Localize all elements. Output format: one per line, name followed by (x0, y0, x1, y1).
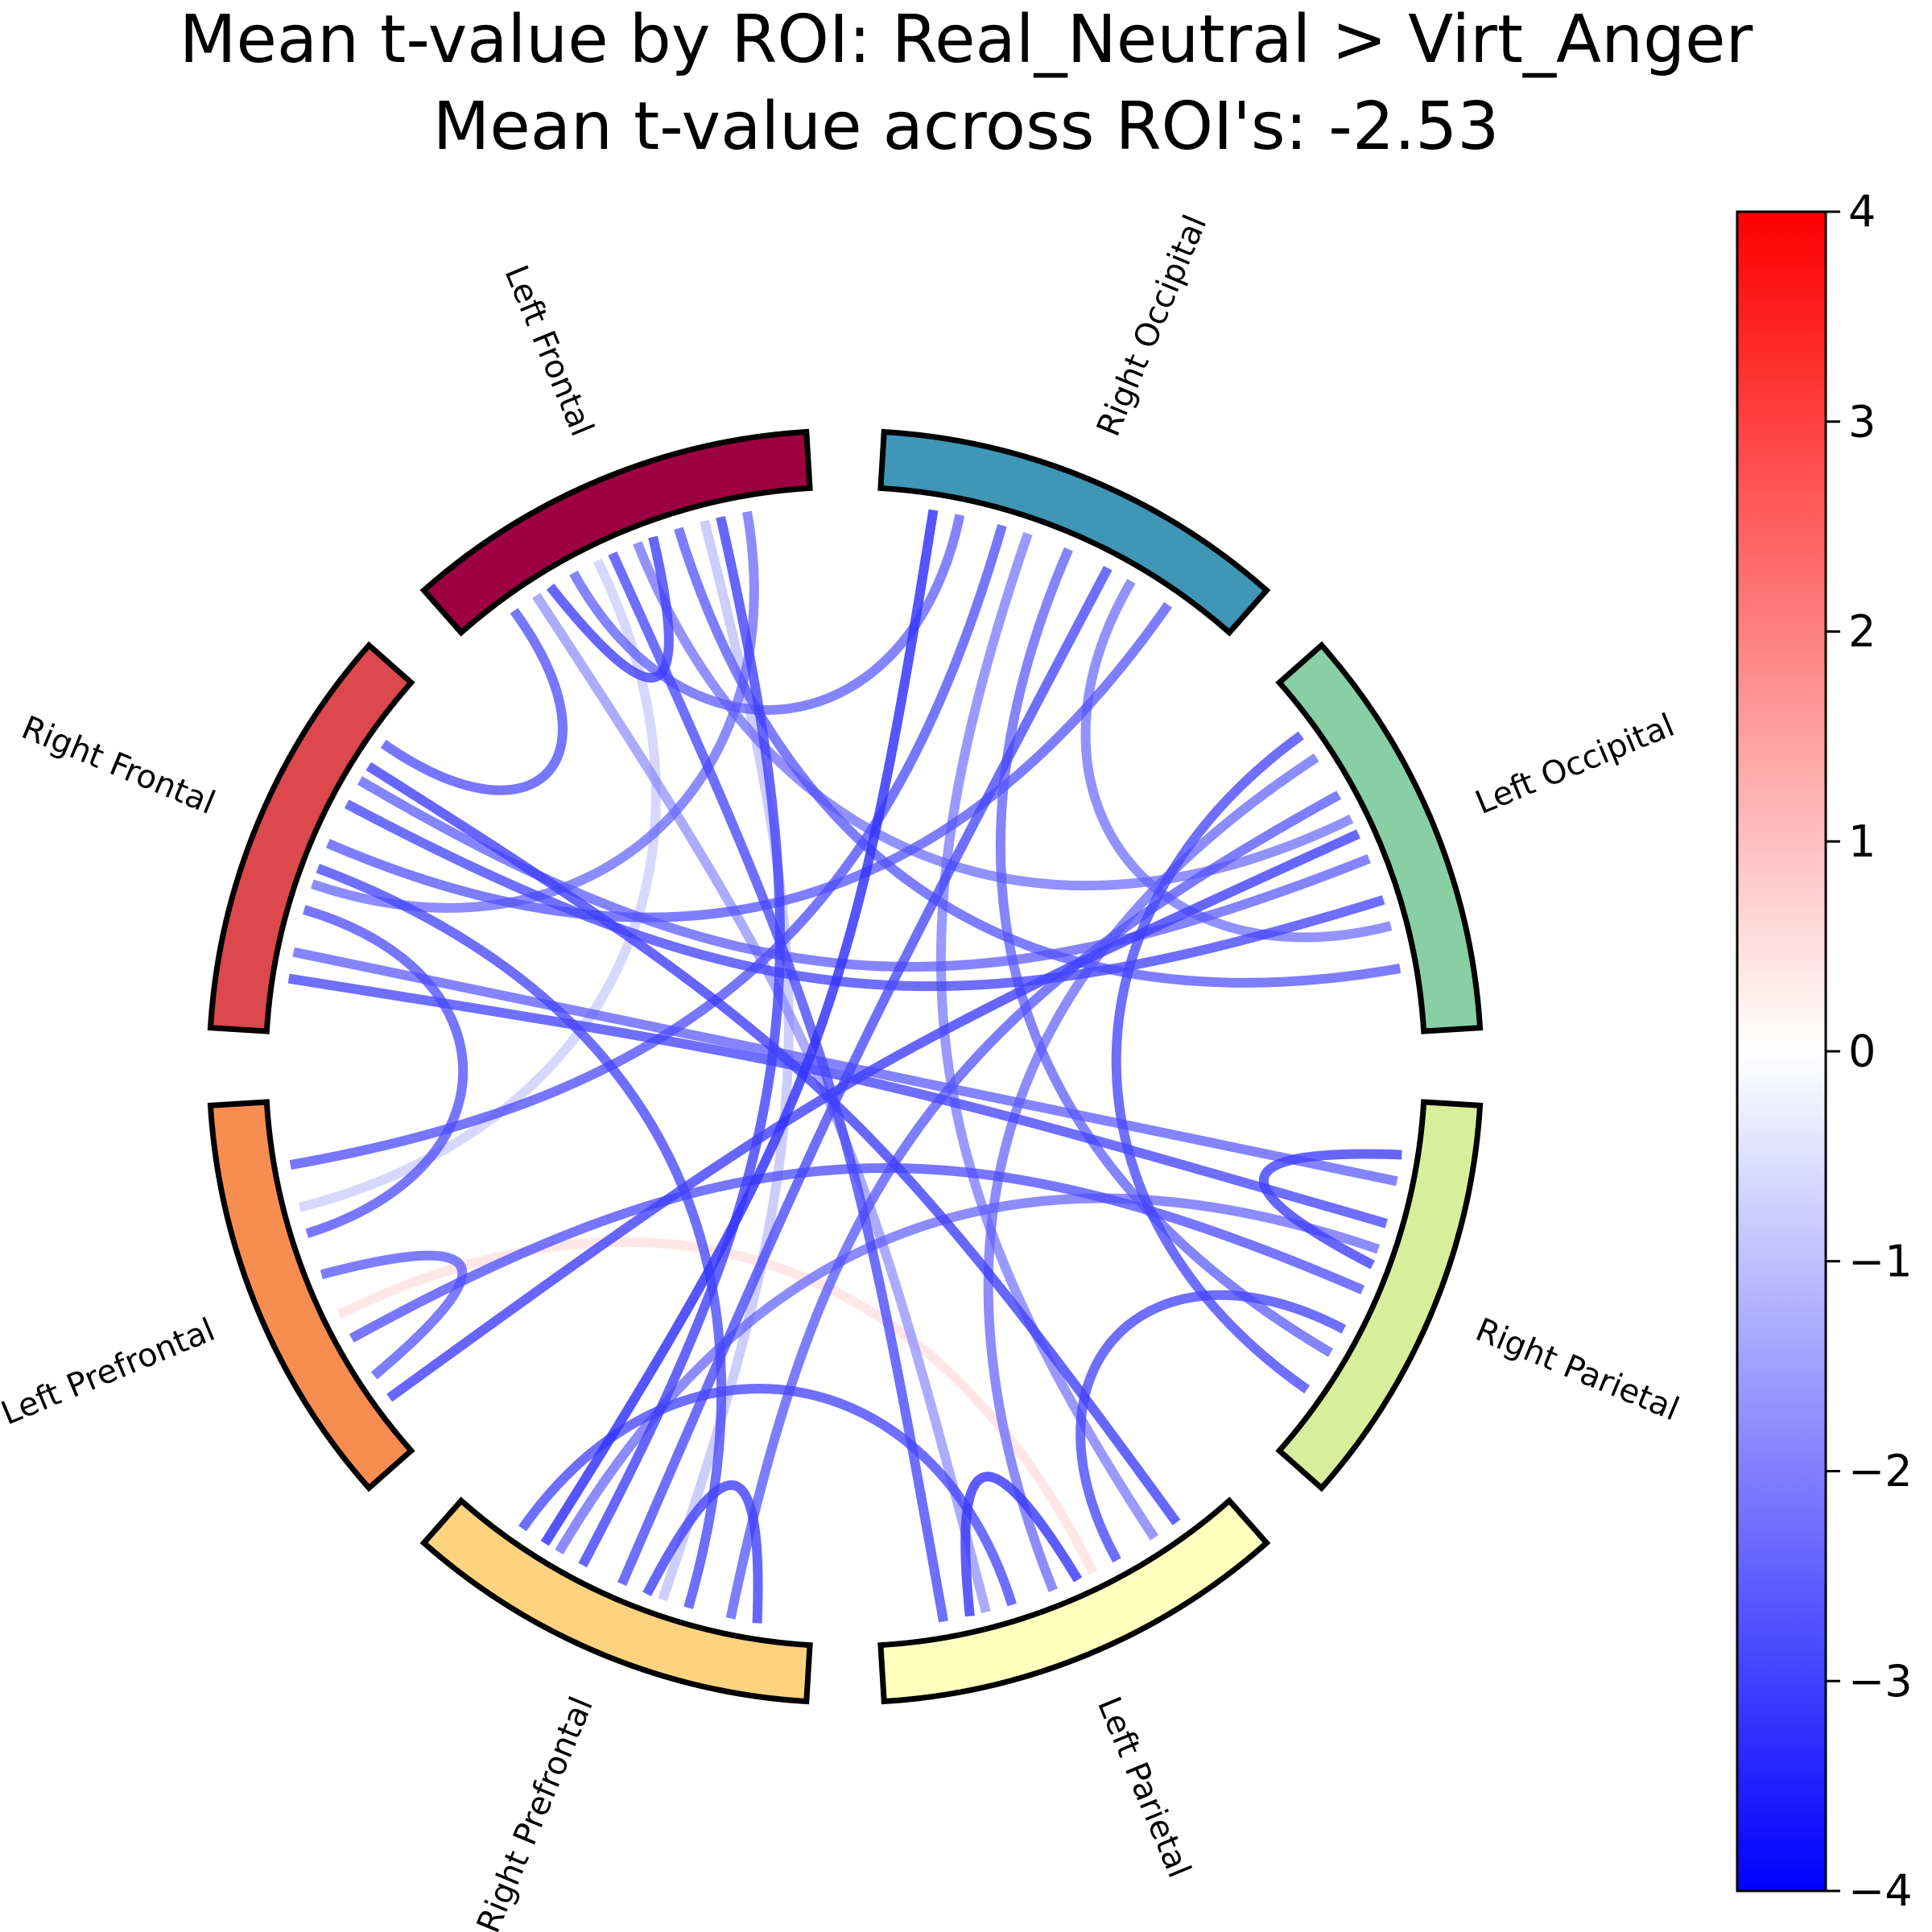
connection-link (569, 514, 965, 715)
connection-link (532, 592, 991, 1614)
region-label-right-frontal: Right Frontal (16, 709, 220, 822)
region-label-right-prefrontal: Right Prefrontal (470, 1691, 601, 1932)
connection-link (303, 905, 469, 1238)
connection-link (1258, 1149, 1402, 1269)
connection-link (674, 526, 1402, 988)
connection-link (540, 509, 939, 1546)
connection-links (287, 509, 1402, 1624)
colorbar-tick-label: −4 (1848, 1866, 1913, 1917)
connection-link (617, 565, 1113, 1587)
connection-link (935, 531, 1158, 1541)
segment-right-occipital (877, 428, 1271, 637)
region-label-left-parietal: Left Parietal (1090, 1691, 1198, 1883)
colorbar-tick-label: −3 (1848, 1656, 1913, 1707)
colorbar-tick-label: 2 (1848, 606, 1876, 657)
connection-link (1080, 578, 1393, 943)
connection-link (725, 791, 1342, 1620)
segment-right-frontal (207, 641, 415, 1034)
colorbar-gradient (1736, 210, 1827, 1893)
colorbar-tick-label: 0 (1848, 1026, 1876, 1077)
colorbar-tick-label: −2 (1848, 1446, 1913, 1496)
connection-link (546, 535, 674, 683)
connection-link (386, 829, 1360, 1402)
connection-link (1111, 731, 1311, 1394)
region-label-left-occipital: Left Occipital (1470, 707, 1679, 822)
colorbar-tick-label: 1 (1848, 816, 1876, 867)
connection-link (320, 1250, 468, 1380)
colorbar-tick-label: 3 (1848, 396, 1876, 447)
connection-link (287, 973, 1388, 1228)
segment-right-prefrontal (419, 1496, 813, 1705)
connection-link (344, 799, 1385, 992)
colorbar-tick-label: −1 (1848, 1236, 1913, 1286)
segment-left-prefrontal (207, 1099, 415, 1492)
connection-link (1075, 1290, 1347, 1563)
connection-link (365, 762, 1181, 1525)
region-label-right-occipital: Right Occipital (1090, 210, 1214, 442)
region-label-left-frontal: Left Frontal (497, 260, 601, 441)
segment-left-occipital (1275, 641, 1484, 1034)
connection-link (316, 864, 727, 1609)
segment-right-parietal (1275, 1099, 1484, 1492)
connection-link (310, 510, 759, 913)
chart-subtitle: Mean t-value across ROI's: -2.53 (432, 89, 1500, 165)
connection-link (336, 1236, 1098, 1575)
colorbar-tick-label: 4 (1848, 187, 1876, 237)
connection-link (578, 516, 785, 1568)
colorbar: −4 −3 −2 −1 0 1 2 3 4 (1736, 187, 1913, 1917)
chart-title: Mean t-value by ROI: Real_Neutral > Virt… (179, 2, 1753, 78)
region-label-left-prefrontal: Left Prefrontal (0, 1311, 221, 1433)
connection-link (380, 608, 568, 795)
connection-link (960, 1472, 1083, 1617)
connection-link (292, 947, 1398, 1187)
region-label-right-parietal: Right Parietal (1470, 1311, 1684, 1428)
segment-left-frontal (419, 428, 813, 637)
connection-link (325, 601, 1173, 923)
colorbar-ticks: −4 −3 −2 −1 0 1 2 3 4 (1826, 187, 1913, 1917)
region-segments (207, 428, 1484, 1705)
connection-link (642, 1480, 763, 1624)
segment-left-parietal (877, 1496, 1271, 1705)
